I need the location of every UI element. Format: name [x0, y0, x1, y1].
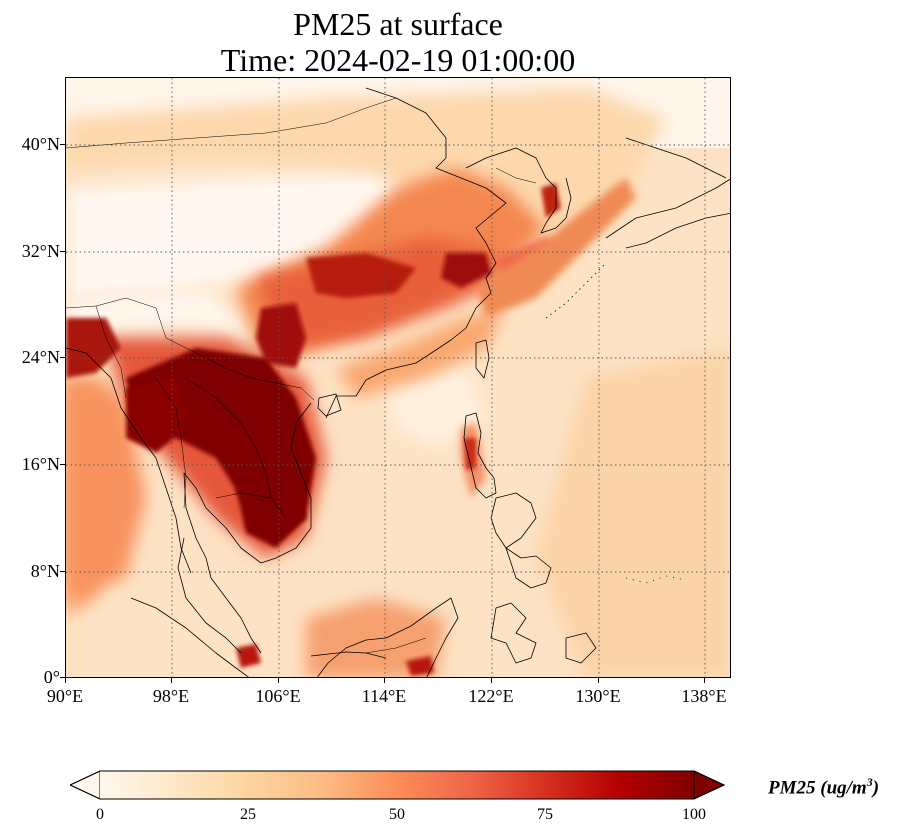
x-tick-mark-106 [278, 678, 279, 683]
pacific-light-zone [536, 348, 730, 677]
y-tick-label-16: 16°N [21, 454, 60, 474]
map-title-line2: Time: 2024-02-19 01:00:00 [220, 42, 576, 78]
x-tick-label-114: 114°E [361, 686, 407, 706]
central-china-core [306, 253, 416, 298]
border-china-laos-vietnam [225, 367, 315, 401]
y-tick-label-24: 24°N [21, 347, 60, 367]
border-china-korea [495, 167, 537, 184]
colorbar-tick-0: 0 [96, 806, 104, 823]
border-mongolia-china [66, 97, 397, 149]
borneo-haze [306, 598, 446, 677]
yangtze-delta-core [441, 253, 491, 288]
tibet-clean-zone [66, 288, 256, 338]
colorbar-title-main: PM25 (ug/m [768, 777, 867, 799]
cambodia-core [236, 478, 306, 548]
coastline-vietnam [260, 402, 312, 564]
x-tick-label-106: 106°E [255, 686, 301, 706]
y-tick-mark-40 [60, 144, 65, 145]
myanmar-core [126, 378, 186, 453]
border-laos-thailand [185, 377, 272, 499]
x-tick-label-138: 138°E [681, 686, 727, 706]
y-tick-label-8: 8°N [30, 561, 60, 581]
x-tick-label-130: 130°E [575, 686, 621, 706]
country-borders [66, 97, 537, 654]
colorbar-title-close: ) [872, 777, 880, 799]
y-tick-label-0: 0° [43, 667, 60, 687]
coastline-philippines-south [505, 547, 552, 589]
y-tick-mark-24 [60, 357, 65, 358]
x-tick-label-90: 90°E [46, 686, 84, 706]
colorbar-outline [70, 770, 726, 800]
map-panel [65, 77, 731, 678]
colorbar-extend-max [693, 770, 726, 800]
y-tick-mark-16 [60, 464, 65, 465]
border-india-myanmar [95, 305, 127, 399]
x-tick-mark-114 [384, 678, 385, 683]
borneo-spot-core [406, 656, 434, 676]
coastline-china-east [325, 87, 507, 419]
colorbar-tick-75: 75 [537, 806, 553, 823]
coastline-bay-of-bengal [66, 347, 192, 574]
border-borneo-malaysia [365, 637, 427, 654]
coastline-mindanao [490, 492, 537, 549]
luzon-core [464, 438, 476, 470]
coastline-taiwan [475, 339, 490, 379]
colorbar-title-sup: 3 [866, 775, 873, 789]
colorbar-title: PM25 (ug/m3) [768, 775, 879, 799]
colorbar-extend-min [70, 770, 101, 800]
colorbar-gradient [100, 771, 694, 799]
x-tick-mark-130 [598, 678, 599, 683]
coastline-japan-honshu [625, 212, 730, 249]
coastline-ryukyu [545, 262, 607, 319]
pm25-map [66, 78, 730, 677]
coastlines [66, 87, 730, 677]
coastline-japan-kyushu [605, 178, 730, 239]
y-tick-mark-8 [60, 571, 65, 572]
x-tick-label-122: 122°E [468, 686, 514, 706]
y-tick-mark-32 [60, 251, 65, 252]
x-tick-mark-138 [704, 678, 705, 683]
coastline-bohai-korea [465, 147, 572, 234]
colorbar-tick-100: 100 [682, 806, 706, 823]
border-myanmar-thailand [155, 377, 187, 509]
colorbar-tick-25: 25 [240, 806, 256, 823]
coastline-luzon [463, 412, 497, 499]
coastline-java-north [310, 651, 387, 659]
x-tick-mark-122 [491, 678, 492, 683]
coastline-borneo [317, 597, 459, 677]
coastline-new-guinea [565, 632, 597, 664]
x-tick-label-98: 98°E [152, 686, 190, 706]
colorbar [70, 770, 726, 800]
border-cambodia [215, 492, 287, 519]
assam-core [66, 318, 121, 378]
high-concentration-cores [66, 183, 561, 676]
map-title-line1: PM25 at surface [293, 6, 503, 42]
malacca-core [236, 644, 261, 668]
colorbar-tick-50: 50 [389, 806, 405, 823]
coastline-gulf-of-thailand [183, 472, 262, 654]
coastline-sumatra [130, 597, 249, 677]
gridlines [66, 78, 730, 677]
y-tick-label-40: 40°N [21, 134, 60, 154]
coastline-japan-north [625, 137, 727, 179]
y-tick-mark-0 [60, 677, 65, 678]
sichuan-basin-core [256, 303, 306, 368]
y-tick-label-32: 32°N [21, 241, 60, 261]
x-tick-mark-90 [65, 678, 66, 683]
gobi-clean-zone [66, 173, 446, 298]
coastline-hainan [317, 393, 342, 417]
coastline-malay-peninsula [177, 537, 242, 654]
eastward-outflow [476, 178, 636, 318]
border-china-myanmar [66, 297, 227, 369]
coastline-sulawesi [490, 602, 537, 664]
x-tick-mark-98 [171, 678, 172, 683]
